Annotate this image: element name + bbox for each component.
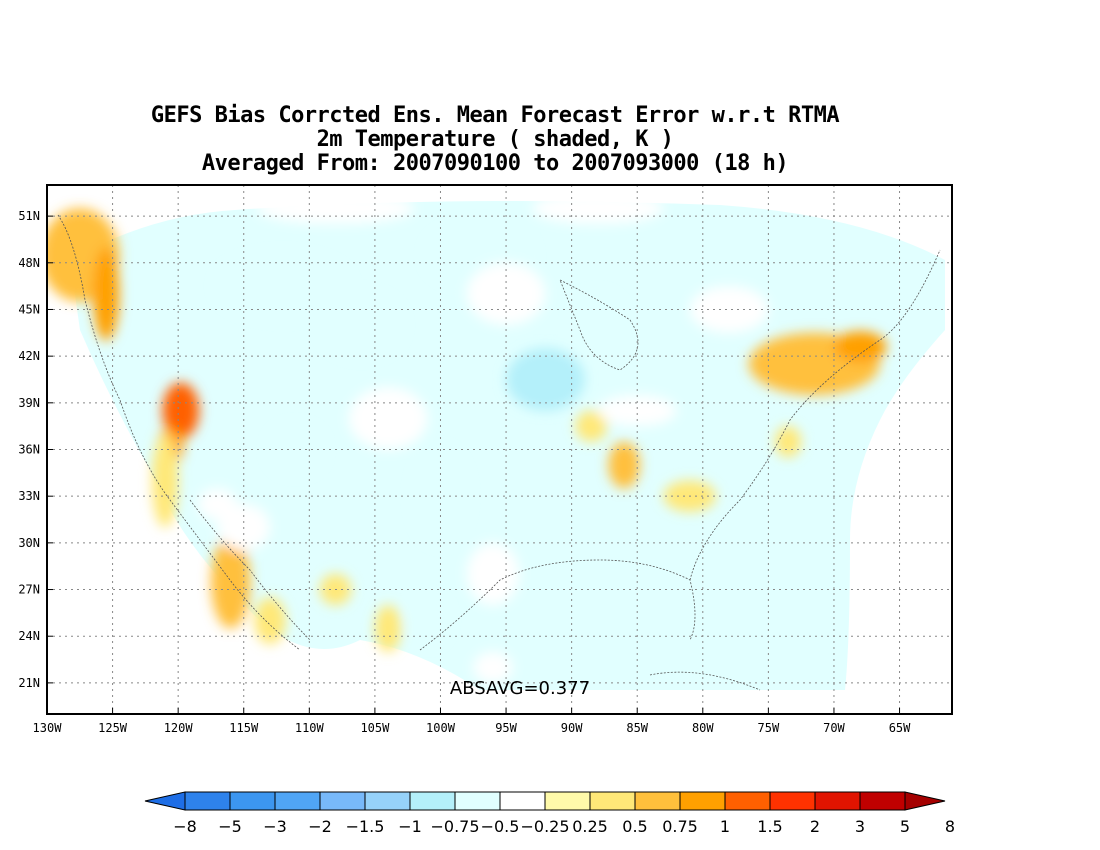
anomaly-blob [254, 597, 286, 644]
colorbar-swatch [769, 791, 816, 811]
colorbar-swatch [229, 791, 276, 811]
colorbar-swatch [724, 791, 771, 811]
lat-tick-label: 21N [18, 676, 40, 690]
anomaly-blob [774, 426, 802, 458]
anomaly-blob [407, 597, 448, 644]
anomaly-blob [597, 395, 677, 427]
anomaly-blob [571, 293, 625, 357]
colorbar-swatch [814, 791, 861, 811]
colorbar-label: 1.5 [757, 817, 782, 836]
lon-tick-label: 70W [823, 721, 845, 735]
colorbar-label: 1 [720, 817, 730, 836]
longitude-ticks: 130W 125W 120W 115W 110W 105W 100W 95W 90W 85W 80W… [33, 708, 911, 735]
colorbar-label: −8 [173, 817, 197, 836]
colorbar-swatch [144, 791, 186, 811]
colorbar-swatch [319, 791, 366, 811]
lon-tick-label: 120W [164, 721, 194, 735]
colorbar-label: −1 [398, 817, 422, 836]
colorbar-label: 0.5 [622, 817, 647, 836]
cuba-coast-line [649, 671, 761, 691]
lon-tick-label: 125W [98, 721, 128, 735]
anomaly-blob [374, 605, 402, 652]
anomaly-blob [92, 247, 120, 341]
colorbar-swatch [544, 791, 591, 811]
title-line-2: 2m Temperature ( shaded, K ) [316, 127, 674, 152]
lat-tick-label: 30N [18, 536, 40, 550]
lon-tick-label: 65W [889, 721, 911, 735]
lon-tick-label: 130W [33, 721, 63, 735]
colorbar-label: −5 [218, 817, 242, 836]
colorbar-swatch [454, 791, 501, 811]
anomaly-blob [506, 348, 585, 411]
anomaly-blob [466, 542, 520, 606]
colorbar-swatch [634, 791, 681, 811]
colorbar-label: 5 [900, 817, 910, 836]
colorbar-label: 8 [945, 817, 955, 836]
lon-tick-label: 95W [495, 721, 517, 735]
colorbar-label: −0.75 [430, 817, 479, 836]
lon-tick-label: 80W [692, 721, 714, 735]
lat-tick-label: 45N [18, 302, 40, 316]
west-coast-line [57, 214, 301, 651]
anomaly-blob [608, 441, 640, 489]
colorbar-swatch [904, 791, 946, 811]
colorbar-label: 3 [855, 817, 865, 836]
coastlines [57, 214, 941, 691]
colorbar-label: −0.5 [481, 817, 520, 836]
colorbar-swatch [274, 791, 321, 811]
anomaly-blob [210, 535, 251, 629]
colorbar-label: −0.25 [520, 817, 569, 836]
lat-tick-label: 33N [18, 489, 40, 503]
lat-tick-label: 24N [18, 629, 40, 643]
anomaly-blob [575, 410, 608, 442]
colorbar-label: 0.25 [572, 817, 608, 836]
lon-tick-label: 75W [758, 721, 780, 735]
lon-tick-label: 105W [360, 721, 390, 735]
lat-tick-label: 51N [18, 209, 40, 223]
lon-tick-label: 100W [426, 721, 456, 735]
lon-tick-label: 90W [561, 721, 583, 735]
title-line-3: Averaged From: 2007090100 to 2007093000 … [201, 151, 789, 176]
anomaly-blob [256, 192, 415, 224]
anomaly-blob [217, 255, 349, 318]
colorbar-swatch [679, 791, 726, 811]
colorbar-label: 0.75 [662, 817, 698, 836]
anomaly-blob [833, 331, 887, 363]
anomaly-blob [348, 387, 428, 450]
colorbar: −8 −5 −3 −2 −1.5 −1 −0.75 −0.5 −0.25 0.25 0.5 0.75 1… [144, 791, 955, 836]
anomaly-blob [151, 433, 179, 528]
lon-tick-label: 115W [229, 721, 259, 735]
lat-tick-label: 27N [18, 583, 40, 597]
anomaly-blob [269, 426, 323, 473]
anomaly-blob [689, 286, 769, 333]
lon-tick-label: 85W [626, 721, 648, 735]
latitude-ticks: 51N 48N 45N 42N 39N 36N 33N 30N 27N 24N 21N [18, 209, 53, 690]
lat-tick-label: 42N [18, 349, 40, 363]
lat-tick-label: 36N [18, 443, 40, 457]
colorbar-swatch [184, 791, 231, 811]
baja-coast-line [189, 499, 311, 641]
colorbar-label: −2 [308, 817, 332, 836]
colorbar-label: −1.5 [346, 817, 385, 836]
lat-tick-label: 48N [18, 256, 40, 270]
anomaly-blob [414, 449, 467, 543]
anomaly-blob [322, 293, 402, 357]
colorbar-swatch [409, 791, 456, 811]
colorbar-label: 2 [810, 817, 820, 836]
lat-tick-label: 39N [18, 396, 40, 410]
anomaly-blob [162, 382, 200, 439]
colorbar-swatch [364, 791, 411, 811]
title-line-1: GEFS Bias Corrcted Ens. Mean Forecast Er… [150, 103, 840, 128]
colorbar-swatch [589, 791, 636, 811]
colorbar-swatch [859, 791, 906, 811]
east-coast-line [689, 249, 941, 581]
colorbar-swatch [499, 791, 546, 811]
anomaly-blob [473, 651, 513, 683]
colorbar-label: −3 [263, 817, 287, 836]
lon-tick-label: 110W [295, 721, 325, 735]
gulf-coast-line [419, 559, 696, 651]
absavg-label: ABSAVG=0.377 [450, 678, 590, 699]
anomaly-blob [532, 192, 664, 224]
